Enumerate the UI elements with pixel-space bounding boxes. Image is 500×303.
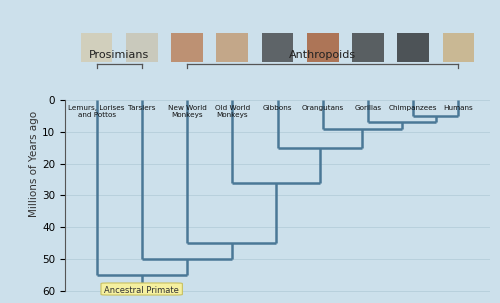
Y-axis label: Millions of Years ago: Millions of Years ago	[30, 111, 40, 217]
Text: Orangutans: Orangutans	[302, 105, 344, 111]
Text: Chimpanzees: Chimpanzees	[389, 105, 438, 111]
FancyBboxPatch shape	[101, 283, 182, 295]
Text: Gorillas: Gorillas	[354, 105, 382, 111]
FancyBboxPatch shape	[126, 33, 158, 62]
Text: Old World
Monkeys: Old World Monkeys	[214, 105, 250, 118]
FancyBboxPatch shape	[398, 33, 429, 62]
Text: Tarsiers: Tarsiers	[128, 105, 156, 111]
FancyBboxPatch shape	[81, 33, 112, 62]
Text: Gibbons: Gibbons	[263, 105, 292, 111]
FancyBboxPatch shape	[171, 33, 203, 62]
FancyBboxPatch shape	[352, 33, 384, 62]
Text: Ancestral Primate: Ancestral Primate	[104, 286, 179, 295]
Text: Lemurs, Lorises
and Pottos: Lemurs, Lorises and Pottos	[68, 105, 125, 118]
Text: New World
Monkeys: New World Monkeys	[168, 105, 206, 118]
FancyBboxPatch shape	[442, 33, 474, 62]
FancyBboxPatch shape	[216, 33, 248, 62]
Text: Anthropoids: Anthropoids	[289, 51, 356, 61]
Text: Prosimians: Prosimians	[89, 51, 150, 61]
Text: Humans: Humans	[444, 105, 473, 111]
FancyBboxPatch shape	[262, 33, 294, 62]
FancyBboxPatch shape	[307, 33, 338, 62]
